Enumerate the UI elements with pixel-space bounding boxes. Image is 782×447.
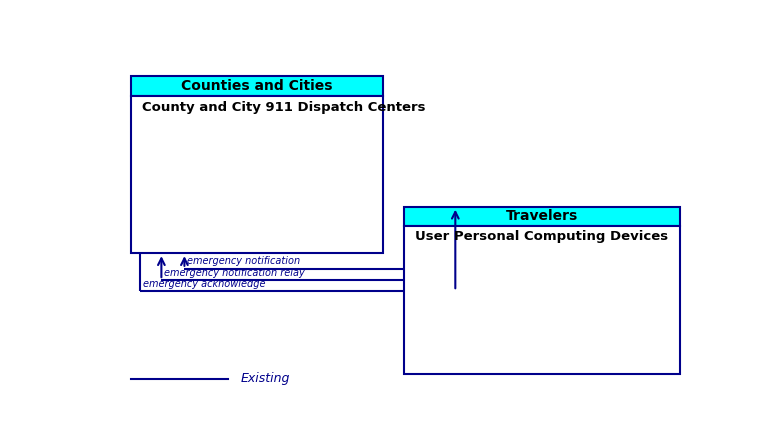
Text: User Personal Computing Devices: User Personal Computing Devices (414, 230, 668, 243)
Text: Counties and Cities: Counties and Cities (181, 79, 332, 93)
Bar (131, 76, 382, 97)
Text: Travelers: Travelers (505, 209, 578, 224)
Text: emergency acknowledge: emergency acknowledge (143, 279, 266, 289)
Text: Existing: Existing (240, 372, 289, 385)
Bar (404, 207, 680, 226)
Text: County and City 911 Dispatch Centers: County and City 911 Dispatch Centers (142, 101, 425, 114)
Bar (131, 97, 382, 253)
Text: emergency notification relay: emergency notification relay (164, 268, 305, 278)
Bar (404, 226, 680, 374)
Text: emergency notification: emergency notification (188, 256, 300, 266)
